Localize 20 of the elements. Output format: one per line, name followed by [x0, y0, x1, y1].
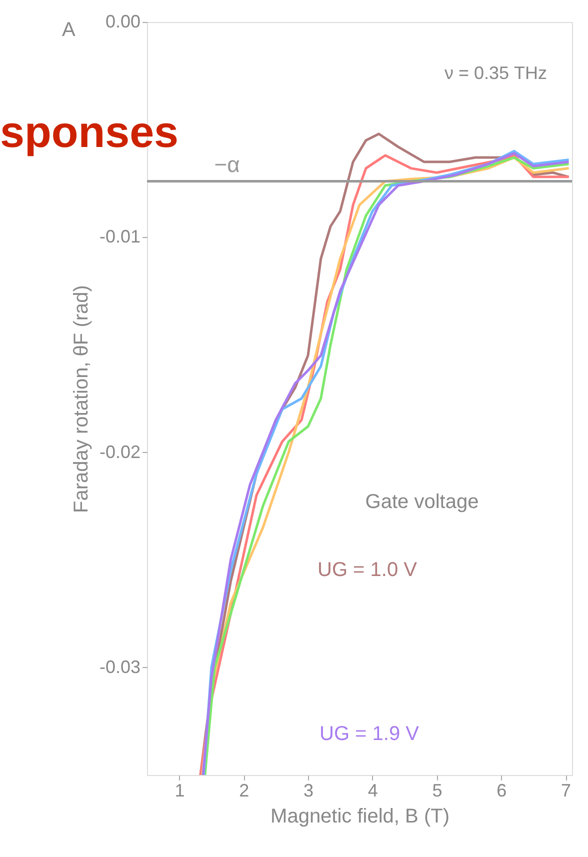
x-tick-label: 3	[303, 780, 314, 800]
annotation: Gate voltage	[365, 491, 479, 513]
text: A	[62, 19, 76, 41]
x-tick-label: 6	[496, 780, 507, 800]
annotation: sponses	[0, 108, 179, 157]
ref-line-label: −α	[214, 152, 240, 178]
annotation: UG = 1.0 V	[318, 559, 418, 581]
x-axis-title: Magnetic field, B (T)	[270, 806, 450, 828]
x-tick-label: 5	[432, 780, 442, 800]
y-tick-label: -0.02	[99, 442, 140, 462]
x-tick-label: 7	[561, 780, 572, 800]
y-tick-label: -0.03	[99, 656, 140, 677]
x-tick-label: 4	[368, 780, 378, 800]
y-tick-label: -0.01	[99, 226, 140, 247]
x-tick-label: 2	[239, 780, 250, 800]
y-tick-label: 0.00	[105, 12, 140, 32]
annotation: ν = 0.35 THz	[444, 63, 547, 83]
x-tick-label: 1	[174, 780, 185, 800]
annotation: UG = 1.9 V	[320, 723, 420, 745]
y-axis-title: Faraday rotation, θF (rad)	[70, 285, 92, 513]
